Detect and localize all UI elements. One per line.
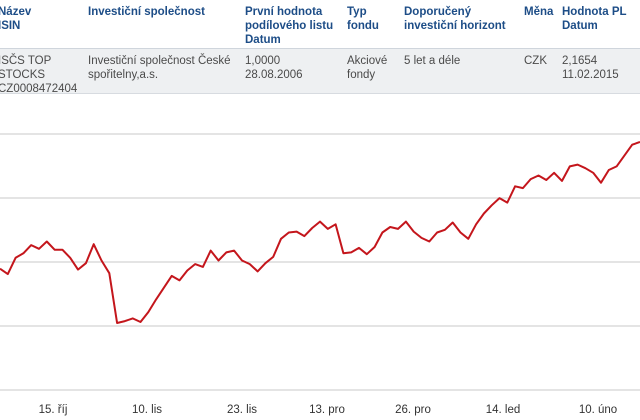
chart-series [0,141,640,324]
cell-text: Investiční společnost České [88,55,231,67]
cell-text: spořitelny,a.s. [88,69,159,81]
cell-horizon: 5 let a déle [404,54,519,68]
header-label: Doporučený [404,6,472,18]
header-label: fondu [347,20,379,32]
fund-info-table: Název ISIN Investiční společnost První h… [0,0,640,96]
header-label: podílového listu [245,20,334,32]
cell-text: CZK [524,55,547,67]
header-label: ISIN [0,20,21,32]
cell-currency: CZK [524,54,558,68]
cell-text: 5 let a déle [404,55,461,67]
header-first-value: První hodnota podílového listu Datum [245,5,345,47]
cell-name-isin: ISČS TOP STOCKS CZ0008472404 [0,54,82,96]
header-current-value: Hodnota PL Datum [562,5,640,33]
header-currency: Měna [524,5,558,19]
header-label: Hodnota PL [562,6,627,18]
header-horizon: Doporučený investiční horizont [404,5,519,33]
cell-text: STOCKS [0,69,46,81]
header-label: Název [0,6,32,18]
chart-gridlines [0,133,640,391]
cell-text: ISČS TOP [0,55,52,67]
cell-company: Investiční společnost České spořitelny,a… [88,54,238,82]
x-tick-label: 14. led [486,404,521,416]
x-tick-label: 13. pro [309,404,345,416]
cell-text: 28.08.2006 [245,69,303,81]
cell-text: 11.02.2015 [562,69,619,81]
cell-current-value: 2,1654 11.02.2015 [562,54,640,82]
x-tick-label: 23. lis [227,404,257,416]
cell-text: 2,1654 [562,55,598,67]
header-label: Datum [562,20,598,32]
series-line [0,141,640,324]
header-label: První hodnota [245,6,323,18]
chart-x-axis: 15. říj 10. lis 23. lis 13. pro 26. pro 14. l… [39,404,618,416]
header-label: Měna [524,6,554,18]
x-tick-label: 10. lis [132,404,162,416]
cell-text: Akciové [347,55,388,67]
header-fund-type: Typ fondu [347,5,399,33]
header-name-isin: Název ISIN [0,5,82,33]
header-label: Typ [347,6,367,18]
x-tick-label: 26. pro [395,404,431,416]
cell-text: 1,0000 [245,55,281,67]
x-tick-label: 10. úno [579,404,617,416]
header-label: Datum [245,34,281,46]
x-tick-label: 15. říj [39,404,68,416]
cell-text: fondy [347,69,376,81]
cell-fund-type: Akciové fondy [347,54,399,82]
table-header-row: Název ISIN Investiční společnost První h… [0,0,640,49]
cell-first-value: 1,0000 28.08.2006 [245,54,345,82]
header-label: investiční horizont [404,20,506,32]
header-label: Investiční společnost [88,6,205,18]
cell-text: CZ0008472404 [0,83,78,95]
header-company: Investiční společnost [88,5,238,19]
